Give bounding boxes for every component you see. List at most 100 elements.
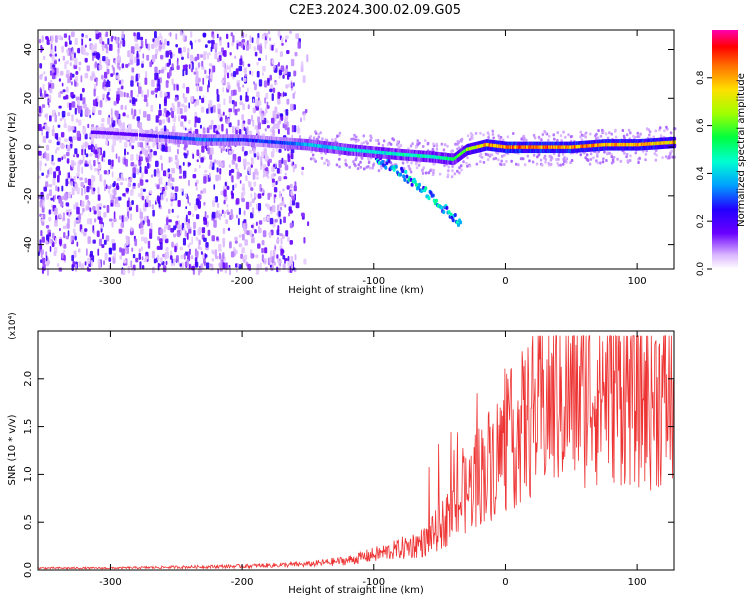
spectrogram-cell	[90, 136, 94, 145]
spectrogram-cell	[233, 246, 235, 253]
spectrogram-cell	[54, 219, 58, 227]
spectrogram-cell	[104, 71, 108, 79]
spectrogram-cell	[64, 41, 68, 47]
spectrogram-cell	[130, 90, 133, 98]
spectrogram-cell	[232, 184, 235, 191]
spectrogram-cell	[182, 237, 186, 246]
spectrogram-cell	[446, 173, 450, 177]
spectrogram-cell	[176, 107, 180, 115]
spectrogram-cell	[150, 104, 154, 112]
spectrogram-cell	[110, 202, 113, 207]
spectrogram-cell	[456, 169, 459, 173]
spectrogram-cell	[295, 33, 299, 40]
spectrogram-cell	[117, 119, 122, 127]
spectrogram-cell	[278, 30, 281, 37]
spectrogram-cell	[92, 52, 96, 56]
spectrogram-cell	[161, 144, 165, 152]
spectrogram-cell	[592, 156, 595, 160]
spectrogram-cell	[197, 62, 201, 68]
spectrogram-cell	[225, 128, 228, 136]
spectrogram-cell	[180, 115, 185, 119]
spectrogram-cell	[231, 159, 236, 165]
spectrogram-cell	[549, 162, 553, 166]
spectrogram-cell	[222, 237, 226, 243]
spectrogram-cell	[250, 187, 254, 191]
spectrogram-cell	[273, 163, 276, 168]
spectrogram-cell	[217, 108, 221, 115]
spectrogram-cell	[99, 58, 102, 65]
spectrogram-cell	[176, 159, 180, 164]
spectrogram-cell	[242, 61, 245, 67]
spectrogram-cell	[178, 220, 180, 226]
spectrogram-cell	[137, 182, 141, 188]
spectrogram-cell	[87, 123, 90, 129]
spectrogram-cell	[259, 156, 263, 162]
spectrogram-cell	[88, 38, 92, 42]
spectrogram-cell	[93, 159, 96, 167]
spectrogram-cell	[93, 126, 97, 132]
spectrogram-cell	[229, 241, 232, 249]
spectrogram-cell	[289, 240, 293, 245]
spectrogram-cell	[86, 248, 88, 256]
spectrogram-cell	[354, 140, 358, 144]
spectrogram-cell	[69, 72, 73, 81]
spectrogram-cell	[124, 141, 128, 148]
spectrogram-cell	[182, 93, 185, 99]
spectrogram-cell	[278, 176, 282, 182]
spectrogram-cell	[301, 171, 304, 176]
spectrogram-cell	[246, 87, 249, 93]
spectrogram-cell	[427, 196, 431, 201]
spectrogram-cell	[83, 48, 86, 56]
spectrogram-cell	[182, 69, 185, 77]
spectrogram-cell	[287, 260, 292, 267]
spectrogram-cell	[479, 131, 482, 135]
spectrogram-cell	[92, 99, 97, 106]
spectrogram-cell	[107, 159, 112, 166]
spectrogram-cell	[65, 74, 70, 78]
spectrogram-cell	[276, 238, 280, 243]
spectrogram-cell	[142, 265, 145, 270]
spectrogram-cell	[453, 213, 457, 217]
spectrogram-cell	[249, 249, 253, 255]
spectrogram-cell	[124, 135, 127, 141]
spectrogram-cell	[243, 126, 246, 132]
spectrogram-cell	[114, 36, 117, 41]
spectrogram-cell	[151, 250, 156, 259]
spectrogram-cell	[117, 51, 120, 58]
spectrogram-cell	[135, 129, 139, 134]
spectrogram-cell	[286, 185, 290, 190]
spectrogram-cell	[283, 216, 286, 224]
spectrogram-cell	[263, 148, 267, 156]
spectrogram-cell	[321, 137, 324, 141]
spectrogram-cell	[84, 261, 87, 266]
spectrogram-cell	[141, 195, 145, 201]
spectrogram-cell	[276, 258, 279, 263]
spectrogram-cell	[619, 159, 623, 163]
spectrogram-cell	[549, 158, 553, 162]
spectrogram-cell	[158, 119, 162, 126]
spectrogram-cell	[167, 117, 171, 123]
spectrogram-cell	[369, 138, 372, 142]
spectrogram-cell	[171, 241, 174, 248]
spectrogram-cell	[204, 254, 208, 258]
spectrogram-cell	[223, 74, 226, 83]
spectrogram-cell	[172, 193, 176, 200]
spectrogram-cell	[70, 92, 74, 98]
spectrogram-cell	[47, 82, 50, 86]
spectrogram-cell	[169, 173, 172, 181]
spectrogram-cell	[84, 133, 88, 140]
spectrogram-cell	[131, 67, 135, 73]
spectrogram-cell	[76, 82, 79, 87]
spectrogram-cell	[166, 128, 169, 133]
spectrogram-cell	[58, 35, 62, 40]
spectrogram-cell	[81, 166, 84, 174]
spectrogram-cell	[227, 227, 231, 231]
spectrogram-cell	[202, 32, 206, 38]
spectrogram-cell	[450, 175, 454, 179]
spectrogram-cell	[421, 171, 425, 175]
spectrogram-cell	[127, 179, 131, 188]
spectrogram-cell	[289, 210, 293, 214]
spectrogram-cell	[637, 161, 640, 164]
spectrogram-cell	[177, 148, 179, 155]
spectrogram-cell	[367, 157, 370, 161]
